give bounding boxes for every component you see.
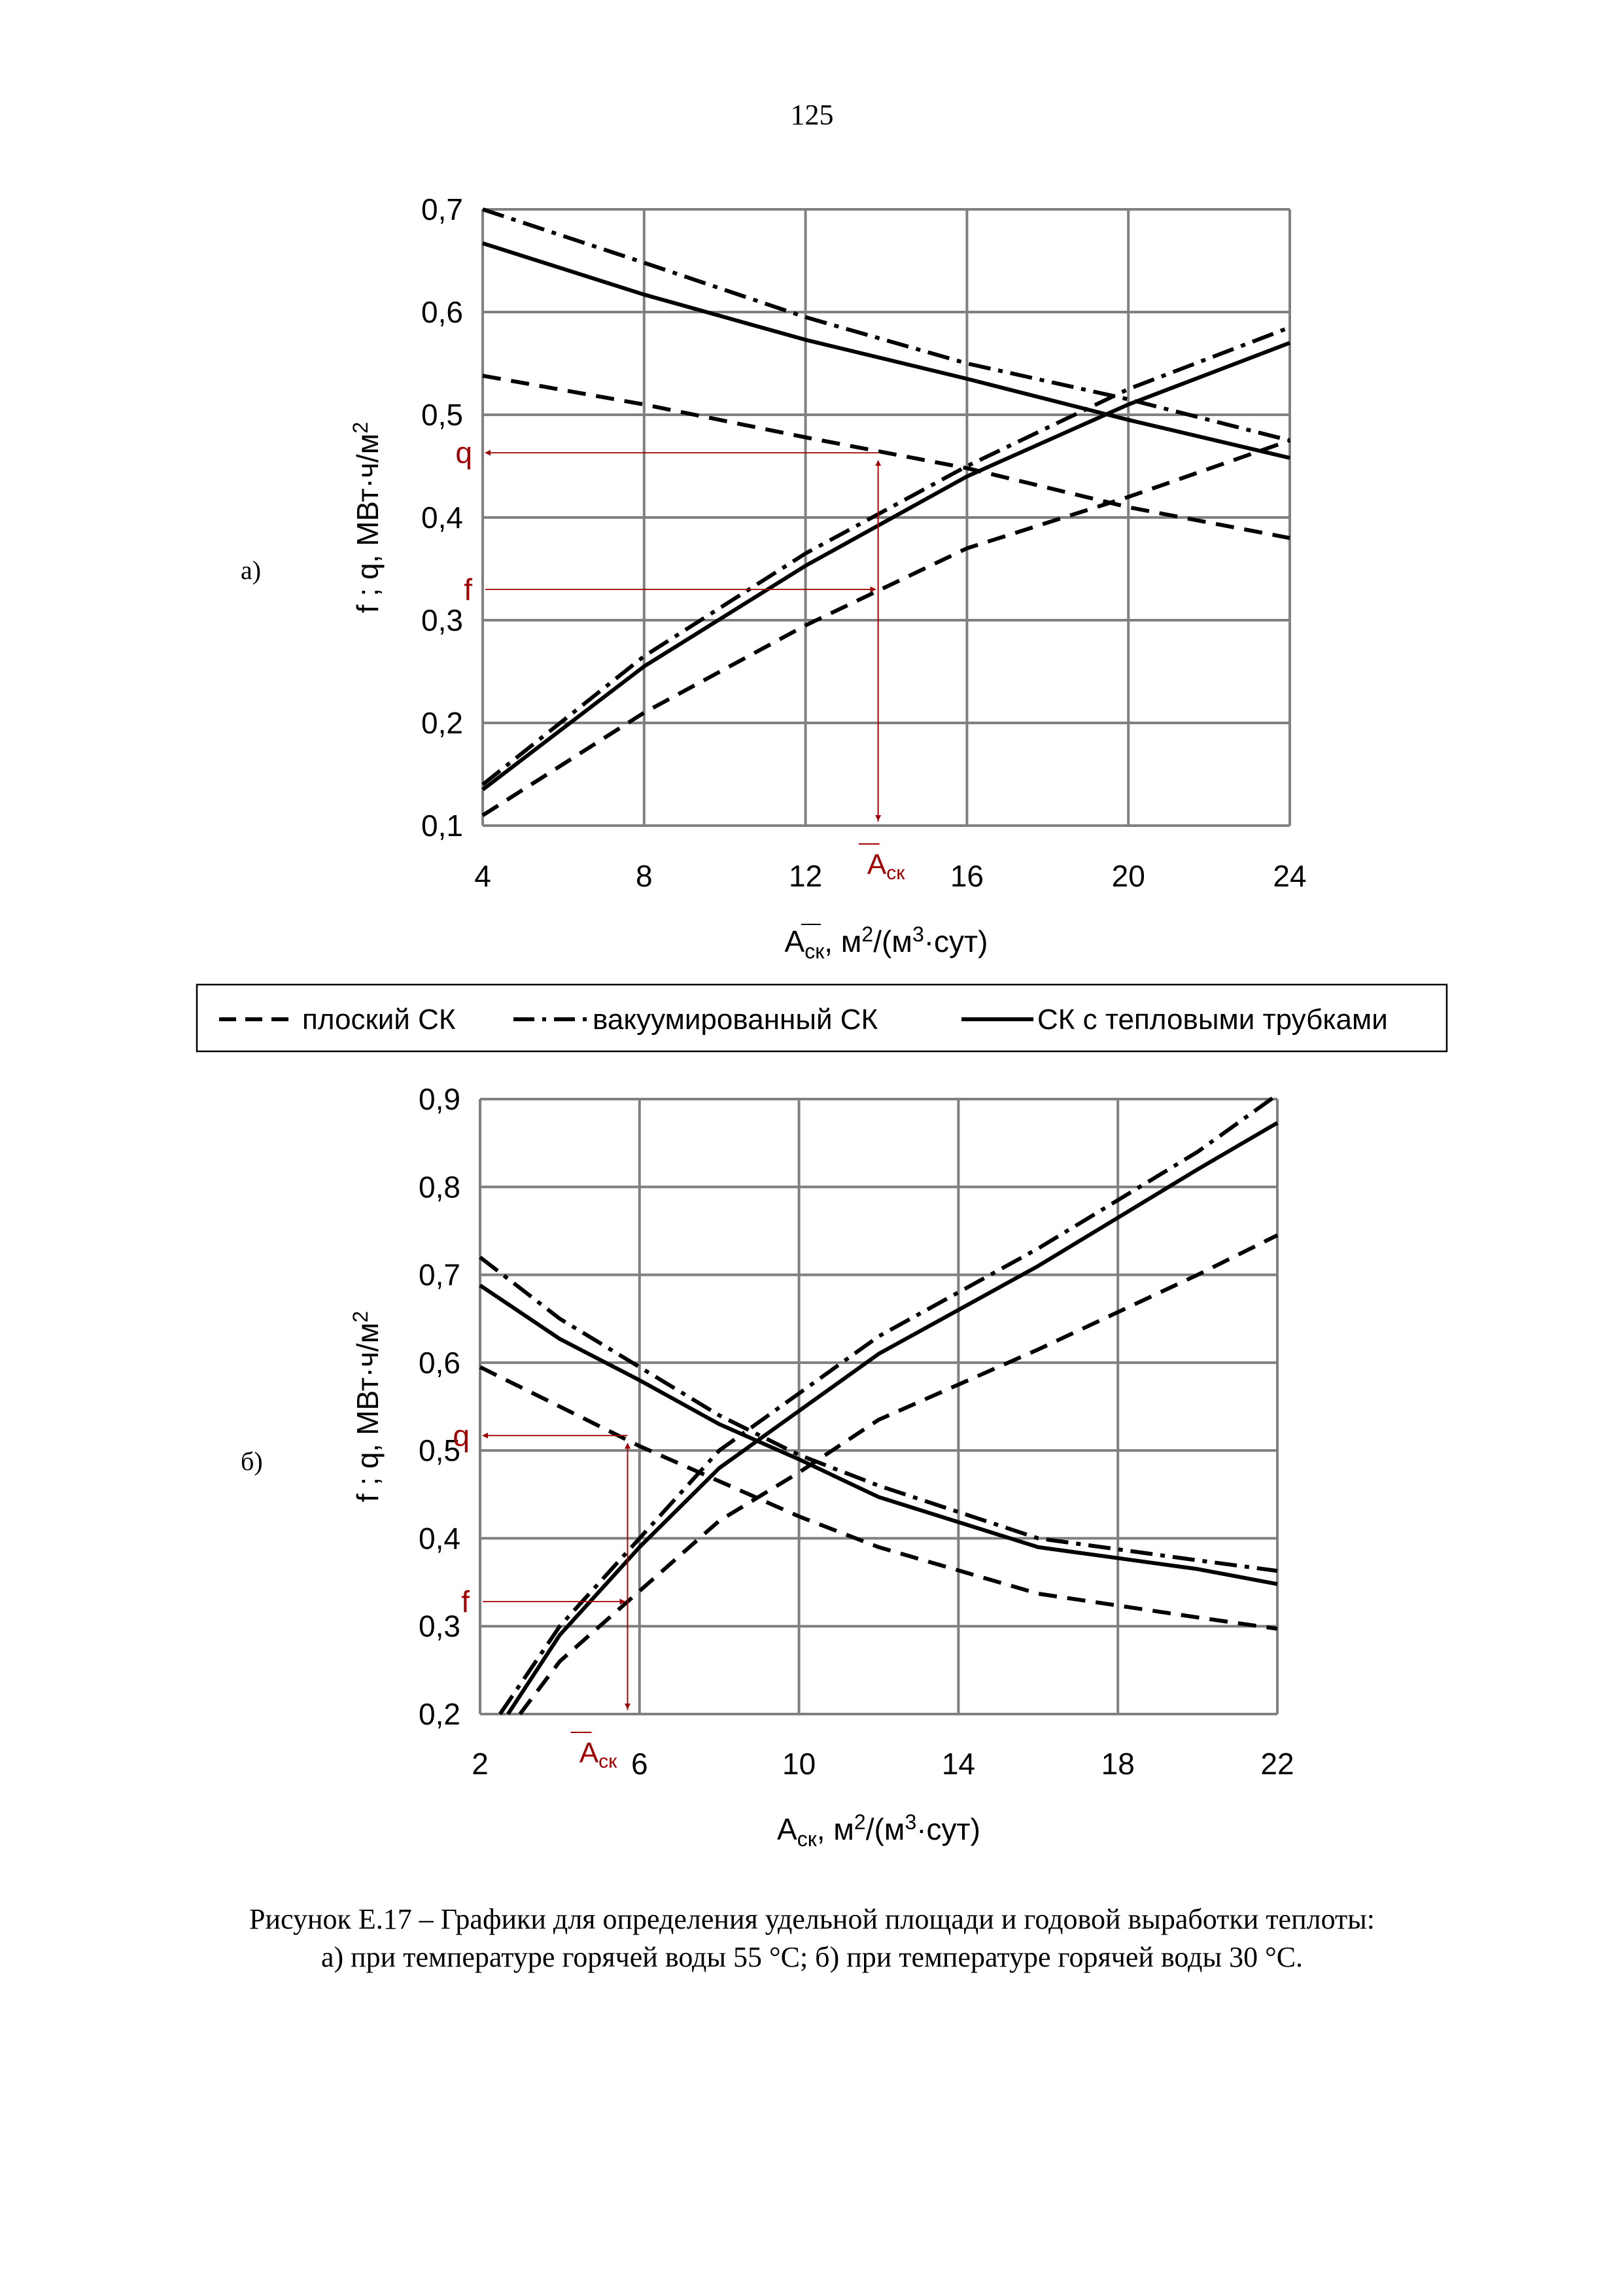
x-tick-label-a-2: 12 <box>789 859 822 893</box>
x-axis-label-rest-b: , м <box>817 1812 854 1846</box>
x-tick-label-b-5: 22 <box>1260 1747 1294 1781</box>
chart-b: 2 6 10 14 18 220,20,30,40,50,60,70,80,9qfAскA… <box>349 1082 1294 1851</box>
y-tick-label-a-5: 0,6 <box>421 295 463 329</box>
annotation-a-sub-a: ск <box>886 862 905 884</box>
x-tick-label-b-2: 10 <box>782 1747 816 1781</box>
y-axis-label-b: f ; q, МВт·ч/м2 <box>349 1311 385 1502</box>
y-tick-label-b-6: 0,8 <box>419 1170 460 1204</box>
x-tick-label-a-3: 16 <box>950 859 984 893</box>
y-axis-label-main-b: f ; q, МВт·ч/м <box>351 1323 385 1503</box>
x-tick-label-b-0: 2 <box>472 1747 489 1781</box>
y-tick-label-a-1: 0,2 <box>421 706 463 740</box>
legend-label-vacuum: вакуумированный СК <box>593 1004 878 1036</box>
x-axis-label-rest2-a: /(м <box>873 924 912 958</box>
x-tick-label-b-1: 6 <box>631 1747 648 1781</box>
y-axis-label-a: f ; q, МВт·ч/м2 <box>349 422 385 613</box>
x-tick-label-b-4: 18 <box>1101 1747 1135 1781</box>
series-line-a-3 <box>482 207 1290 443</box>
annotation-q-b: q <box>453 1418 470 1452</box>
legend-label-flat: плоский СК <box>302 1004 456 1036</box>
y-tick-label-b-3: 0,5 <box>419 1433 460 1467</box>
series-line-b-3 <box>479 1255 1278 1573</box>
annotation-f-b: f <box>461 1585 470 1619</box>
legend-box <box>196 983 1448 1053</box>
x-axis-label-rest3-b: ·сут) <box>916 1812 980 1846</box>
x-axis-label-a: Aск, м2/(м3·сут) <box>785 922 988 963</box>
y-axis-label-sup-b: 2 <box>349 1311 372 1323</box>
y-axis-label-sup-a: 2 <box>349 422 372 434</box>
series-line-a-1 <box>482 374 1290 540</box>
y-tick-label-b-1: 0,3 <box>419 1609 460 1643</box>
annotation-a-a: Aск <box>867 849 905 884</box>
y-tick-label-b-0: 0,2 <box>419 1697 460 1731</box>
annotation-a-main-b: A <box>579 1737 599 1769</box>
caption-line-2: а) при температуре горячей воды 55 °С; б… <box>320 1941 1304 1973</box>
y-tick-label-a-4: 0,5 <box>421 398 463 432</box>
x-axis-label-rest3-a: ·сут) <box>924 924 988 958</box>
legend: плоский СК вакуумированный СК СК с тепло… <box>196 983 1448 1053</box>
y-tick-label-b-5: 0,7 <box>419 1258 460 1292</box>
x-axis-label-sup1-a: 2 <box>861 922 873 946</box>
x-axis-label-sup2-b: 3 <box>905 1810 916 1834</box>
annotation-q-a: q <box>455 436 472 470</box>
figure: 4 8 12 16 20 240,10,20,30,40,50,60,7qfAскAск,… <box>196 192 1448 1851</box>
series-line-a-0 <box>481 438 1290 817</box>
y-tick-label-a-6: 0,7 <box>421 192 463 226</box>
x-tick-label-a-4: 20 <box>1112 859 1145 893</box>
series-line-a-5 <box>482 241 1290 460</box>
y-tick-label-b-2: 0,4 <box>419 1521 460 1555</box>
x-axis-label-rest-a: , м <box>824 924 861 958</box>
annotation-a-main-a: A <box>867 849 887 881</box>
caption-line-1: Рисунок Е.17 – Графики для определения у… <box>249 1903 1375 1935</box>
x-tick-label-a-0: 4 <box>474 859 491 893</box>
x-axis-label-main-b: A <box>777 1812 797 1846</box>
y-tick-label-b-7: 0,9 <box>419 1082 460 1116</box>
x-axis-label-sub-b: ск <box>797 1827 818 1851</box>
annotation-a-sub-b: ск <box>598 1751 617 1772</box>
series-line-a-4 <box>481 341 1291 792</box>
series-line-a-2 <box>481 325 1291 786</box>
y-tick-label-b-4: 0,6 <box>419 1346 460 1380</box>
annotation-a-b: Aск <box>579 1737 617 1772</box>
panel-label-b: б) <box>241 1446 263 1476</box>
y-tick-label-a-2: 0,3 <box>421 603 463 637</box>
x-axis-label-b: Aск, м2/(м3·сут) <box>777 1810 980 1851</box>
x-tick-label-a-5: 24 <box>1273 859 1306 893</box>
panel-label-a: а) <box>241 555 262 585</box>
figure-caption: Рисунок Е.17 – Графики для определения у… <box>0 1901 1624 1976</box>
series-line-b-2 <box>498 1093 1279 1715</box>
annotation-f-a: f <box>464 572 472 606</box>
y-tick-label-a-3: 0,4 <box>421 500 463 534</box>
x-axis-label-rest2-b: /(м <box>866 1812 905 1846</box>
x-axis-label-sup2-a: 3 <box>912 922 924 946</box>
page-number: 125 <box>790 99 834 131</box>
series-line-b-0 <box>518 1233 1279 1715</box>
y-axis-label-main-a: f ; q, МВт·ч/м <box>351 434 385 614</box>
y-tick-label-a-0: 0,1 <box>421 809 463 843</box>
x-tick-label-b-3: 14 <box>942 1747 975 1781</box>
x-axis-label-sup1-b: 2 <box>854 1810 866 1834</box>
legend-label-heatpipe: СК с тепловыми трубками <box>1037 1004 1388 1036</box>
x-axis-label-sub-a: ск <box>804 939 825 963</box>
x-axis-label-main-a: A <box>785 924 805 958</box>
x-tick-label-a-1: 8 <box>636 859 653 893</box>
series-line-b-5 <box>479 1284 1278 1586</box>
chart-a: 4 8 12 16 20 240,10,20,30,40,50,60,7qfAскAск,… <box>349 192 1307 963</box>
series-line-b-4 <box>506 1121 1279 1715</box>
